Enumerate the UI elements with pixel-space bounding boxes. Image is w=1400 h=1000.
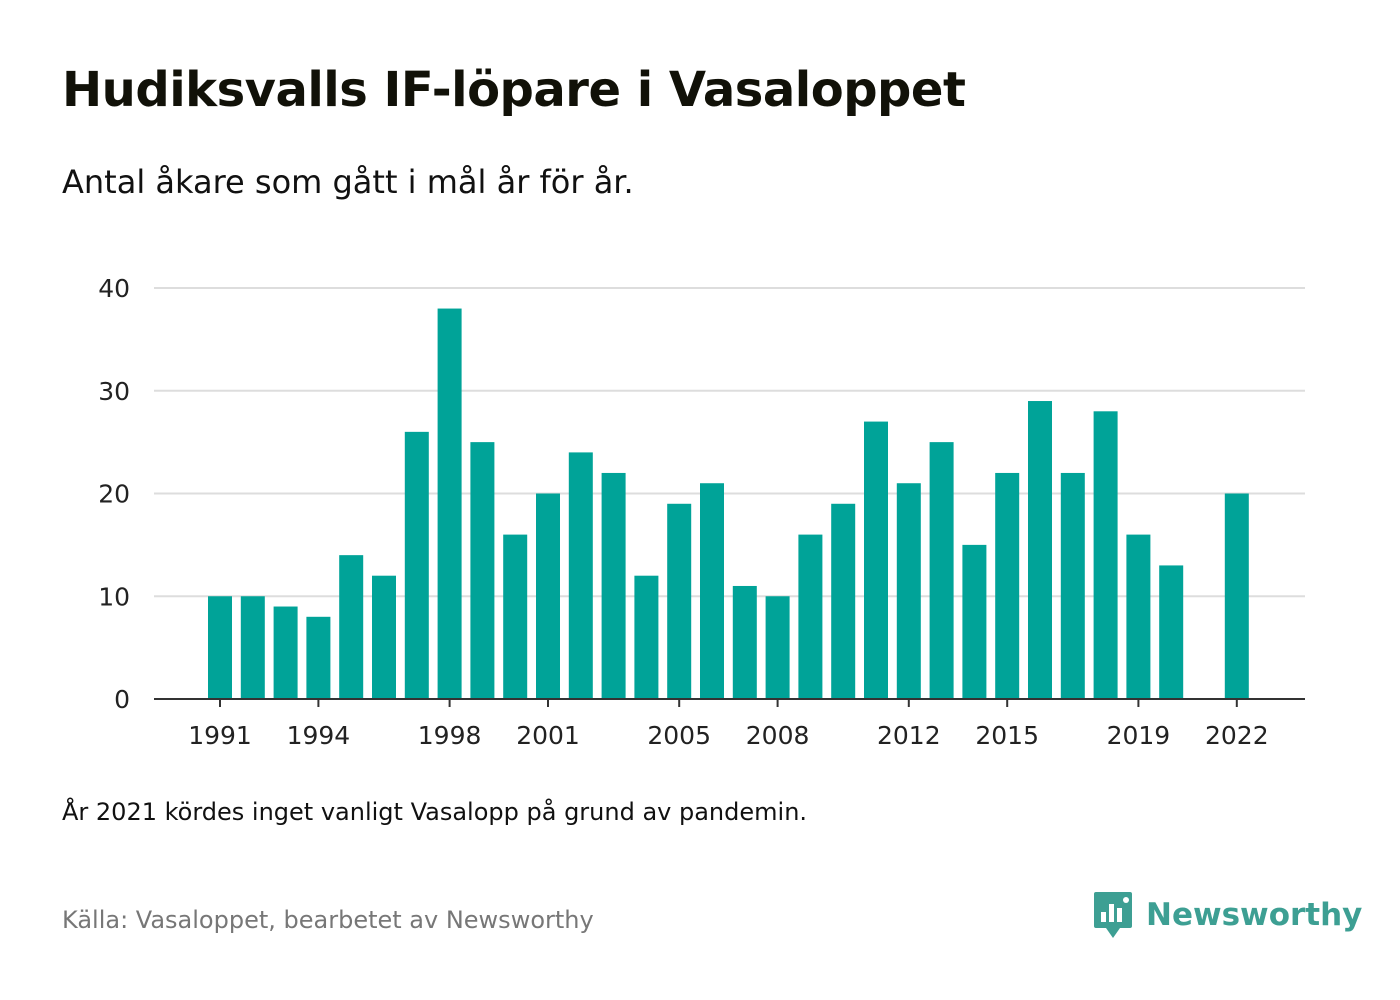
bar-2016: [1028, 401, 1052, 699]
bar-2012: [896, 483, 921, 699]
bar-2009: [798, 534, 823, 699]
footnote: År 2021 kördes inget vanligt Vasalopp på…: [62, 798, 808, 826]
bar-2005: [667, 503, 692, 699]
x-tick-label: 2015: [975, 721, 1039, 750]
x-tick-label: 2005: [647, 721, 711, 750]
bar-2007: [732, 585, 757, 699]
bar-2013: [929, 442, 954, 699]
bar-1993: [273, 606, 298, 699]
y-tick-label: 20: [98, 480, 130, 509]
y-tick-label: 10: [98, 582, 130, 611]
bar-2017: [1060, 472, 1085, 699]
bar-2018: [1093, 411, 1118, 699]
source-credit: Källa: Vasaloppet, bearbetet av Newswort…: [62, 906, 594, 934]
x-tick-label: 2001: [516, 721, 580, 750]
bar-2011: [864, 421, 888, 699]
newsworthy-logo-icon: [1094, 892, 1132, 938]
bar-2019: [1126, 534, 1151, 699]
bar-2004: [634, 575, 659, 699]
x-tick-label: 1998: [418, 721, 482, 750]
bar-2001: [536, 493, 560, 699]
brand-name: Newsworthy: [1146, 897, 1363, 933]
x-tick-label: 1991: [188, 721, 252, 750]
chart-subtitle: Antal åkare som gått i mål år för år.: [62, 163, 634, 201]
bar-1998: [437, 308, 462, 699]
bar-1992: [240, 596, 265, 699]
y-tick-label: 40: [98, 274, 130, 303]
bar-2010: [831, 503, 856, 699]
y-tick-label: 30: [98, 377, 130, 406]
bar-1999: [470, 442, 495, 699]
brand-logo: Newsworthy: [1092, 890, 1362, 940]
x-tick-label: 2008: [746, 721, 810, 750]
x-tick-label: 1994: [287, 721, 351, 750]
bar-2014: [962, 544, 987, 699]
y-tick-label: 0: [114, 685, 130, 714]
bar-2020: [1159, 565, 1184, 699]
bar-2008: [765, 596, 790, 699]
bar-2006: [700, 483, 724, 699]
bar-2003: [601, 472, 626, 699]
x-tick-label: 2019: [1107, 721, 1171, 750]
axes: 0 10 20 30 40 1991 1994 1998 2001 2005 2008 2012 201…: [98, 274, 1305, 750]
bars: [208, 308, 1249, 699]
bar-2022: [1224, 493, 1249, 699]
bar-1994: [306, 616, 331, 699]
bar-2000: [503, 534, 528, 699]
bar-2002: [568, 452, 593, 699]
bar-1991: [208, 596, 232, 699]
bar-2015: [995, 472, 1020, 699]
x-tick-label: 2022: [1205, 721, 1269, 750]
chart-title: Hudiksvalls IF-löpare i Vasaloppet: [62, 62, 966, 118]
bar-1995: [339, 555, 364, 699]
x-tick-label: 2012: [877, 721, 941, 750]
bar-1997: [404, 431, 429, 699]
bar-1996: [372, 575, 396, 699]
